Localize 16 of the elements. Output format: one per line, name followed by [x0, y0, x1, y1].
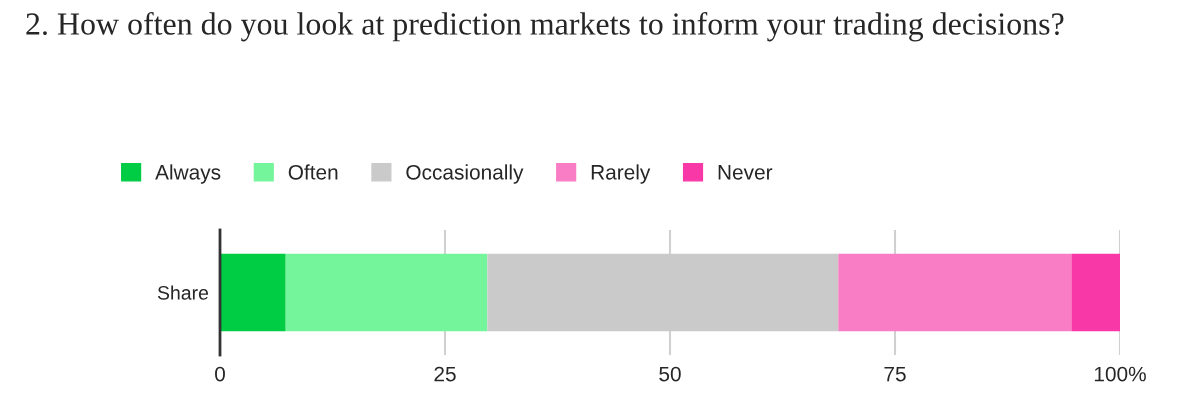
x-tick-label: 0 — [215, 366, 225, 382]
legend-label: Occasionally — [406, 164, 524, 184]
x-tick-label: 25 — [434, 366, 456, 382]
x-tick-label: 50 — [659, 366, 681, 382]
x-tick-label: 75 — [884, 366, 906, 382]
bar — [1071, 253, 1120, 332]
bar — [285, 253, 488, 332]
bar — [838, 253, 1072, 332]
x-tick-label: 100% — [1094, 366, 1146, 382]
legend-label: Never — [718, 165, 773, 180]
y-tick-label: Share — [157, 285, 209, 300]
legend-label: Always — [155, 164, 221, 184]
bar — [220, 253, 286, 332]
legend-label: Often — [288, 164, 338, 180]
chart-title: 2. How often do you look at prediction markets to inform your trading decisions? — [26, 12, 1064, 42]
legend-label: Rarely — [591, 164, 651, 184]
